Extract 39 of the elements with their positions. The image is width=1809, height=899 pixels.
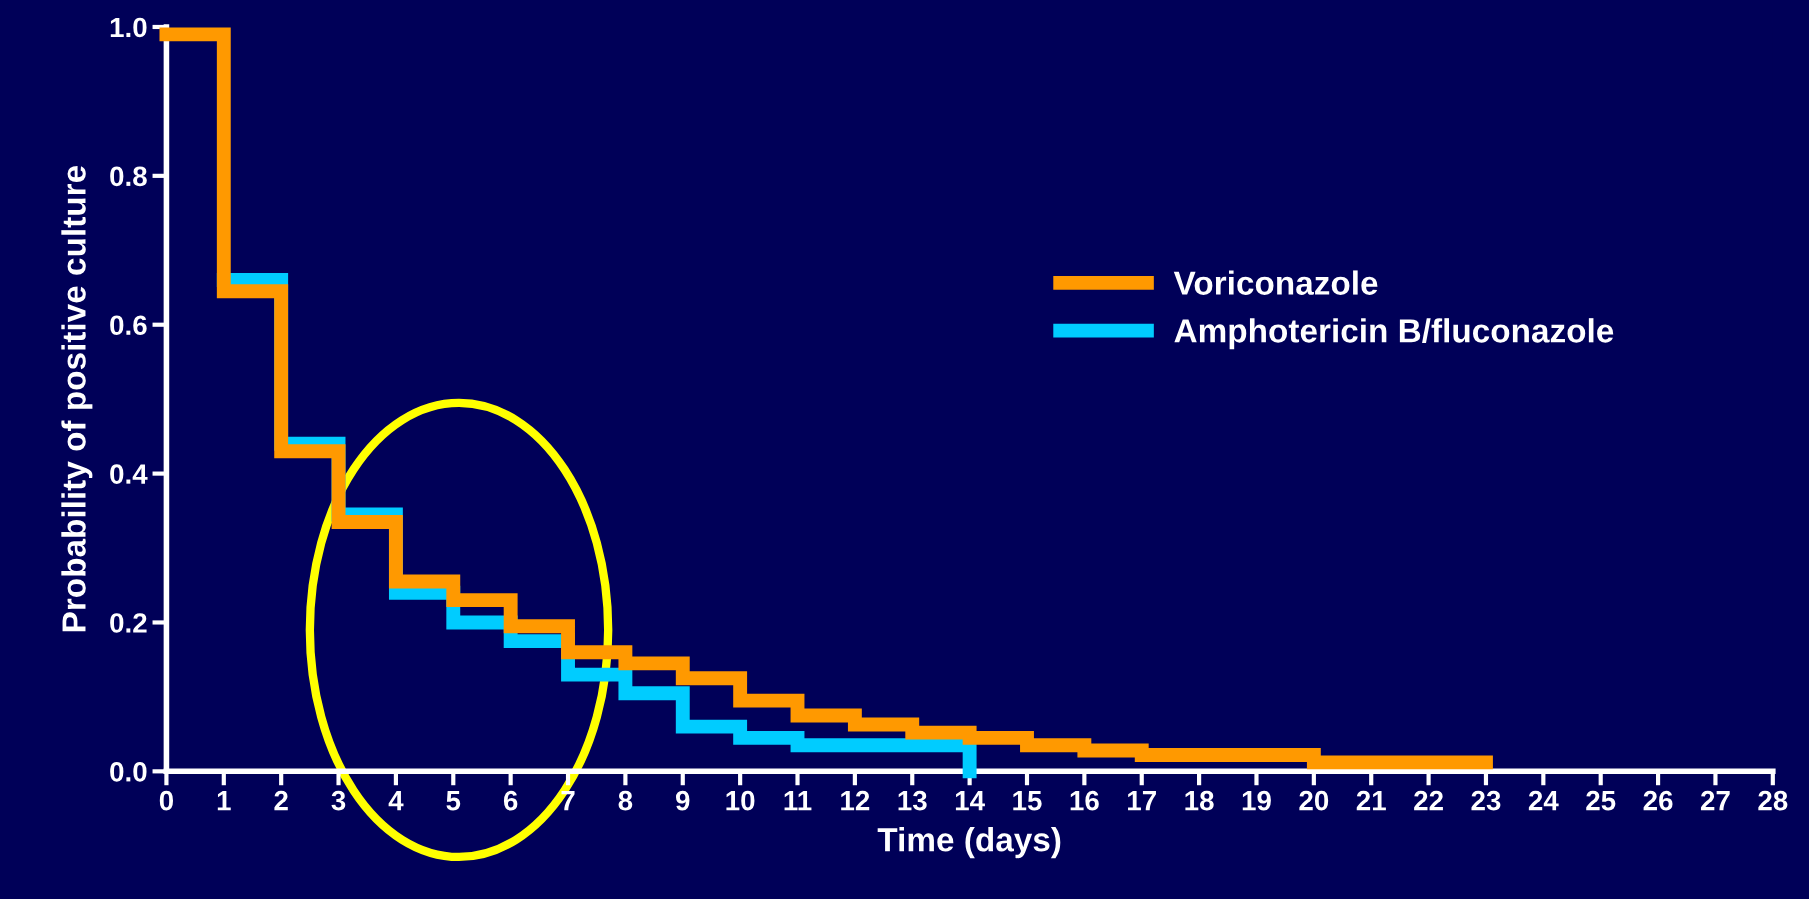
x-tick-label: 21 xyxy=(1356,790,1386,811)
x-tick-label: 8 xyxy=(618,790,633,811)
x-tick-label: 25 xyxy=(1586,790,1616,811)
y-tick-label: 0.2 xyxy=(110,613,147,633)
x-tick-label: 11 xyxy=(784,791,812,811)
x-tick-label: 5 xyxy=(446,791,461,811)
x-tick-label: 10 xyxy=(726,790,755,811)
x-tick-label: 26 xyxy=(1643,790,1673,811)
x-tick-label: 17 xyxy=(1128,791,1156,811)
x-tick-label: 1 xyxy=(217,791,231,811)
x-tick-label: 23 xyxy=(1471,790,1501,811)
x-tick-label: 22 xyxy=(1414,790,1443,811)
y-tick-label: 0.4 xyxy=(110,464,148,484)
x-tick-label: 13 xyxy=(898,790,927,811)
x-tick-label: 7 xyxy=(561,791,575,811)
x-tick-label: 27 xyxy=(1700,790,1730,811)
x-tick-label: 19 xyxy=(1242,790,1271,811)
x-tick-label: 12 xyxy=(841,790,870,811)
x-axis-title: Time (days) xyxy=(877,827,1061,859)
x-tick-label: 4 xyxy=(388,791,404,811)
x-tick-label: 14 xyxy=(955,791,985,811)
y-tick-label: 0.0 xyxy=(110,762,147,782)
y-tick-label: 1.0 xyxy=(110,17,147,38)
x-tick-label: 28 xyxy=(1758,790,1788,811)
y-axis-title: Probability of positive culture xyxy=(61,165,93,632)
legend-label: Amphotericin B/fluconazole xyxy=(1174,318,1614,350)
x-tick-label: 18 xyxy=(1185,790,1214,811)
y-tick-label: 0.6 xyxy=(110,315,147,336)
x-tick-label: 15 xyxy=(1013,791,1042,811)
legend-label: Voriconazole xyxy=(1173,270,1378,295)
x-tick-label: 20 xyxy=(1299,790,1329,811)
x-tick-label: 2 xyxy=(274,790,288,811)
x-tick-label: 6 xyxy=(503,790,518,811)
x-tick-label: 24 xyxy=(1528,790,1559,811)
x-tick-label: 3 xyxy=(331,790,346,811)
x-tick-label: 0 xyxy=(159,790,174,811)
x-tick-label: 16 xyxy=(1070,790,1099,811)
y-tick-label: 0.8 xyxy=(110,166,147,187)
x-tick-label: 9 xyxy=(676,790,690,811)
